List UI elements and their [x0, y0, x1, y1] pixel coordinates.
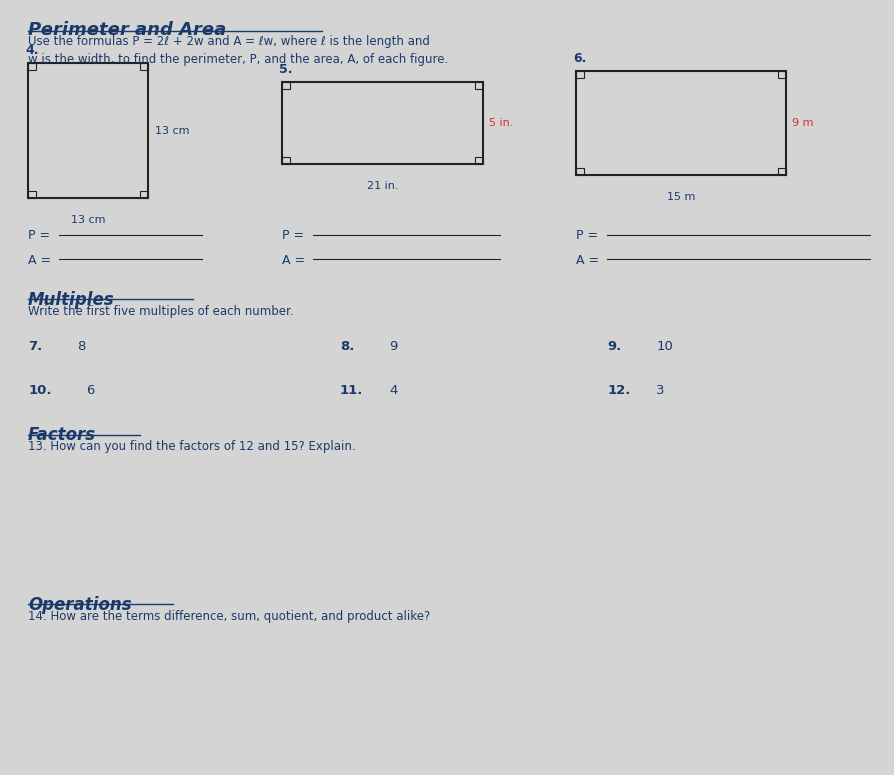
Text: Operations: Operations — [28, 596, 131, 614]
Text: Factors: Factors — [28, 426, 97, 444]
Bar — [778, 168, 786, 175]
Text: 13 cm: 13 cm — [71, 215, 105, 226]
Text: 14. How are the terms difference, sum, quotient, and product alike?: 14. How are the terms difference, sum, q… — [28, 610, 430, 623]
Bar — [28, 64, 148, 198]
Bar — [577, 71, 786, 175]
Bar — [28, 191, 36, 198]
Text: 9.: 9. — [607, 339, 621, 353]
Bar — [778, 71, 786, 78]
Text: 15 m: 15 m — [667, 192, 696, 202]
Text: 13. How can you find the factors of 12 and 15? Explain.: 13. How can you find the factors of 12 a… — [28, 440, 356, 453]
Text: 9: 9 — [389, 339, 398, 353]
Text: 11.: 11. — [340, 384, 364, 397]
Text: A =: A = — [577, 254, 599, 267]
Bar — [577, 168, 585, 175]
Text: P =: P = — [283, 229, 304, 243]
Text: Write the first five multiples of each number.: Write the first five multiples of each n… — [28, 305, 294, 318]
Text: 3: 3 — [656, 384, 665, 397]
Bar — [28, 64, 36, 70]
Text: 5 in.: 5 in. — [489, 118, 513, 128]
Text: 6.: 6. — [574, 52, 587, 64]
Text: 10: 10 — [656, 339, 673, 353]
Bar — [140, 191, 148, 198]
Text: 6: 6 — [86, 384, 95, 397]
Bar — [283, 82, 291, 89]
Text: 8.: 8. — [340, 339, 354, 353]
Text: P =: P = — [28, 229, 50, 243]
Text: 5.: 5. — [280, 64, 293, 76]
Text: 10.: 10. — [28, 384, 52, 397]
Text: A =: A = — [283, 254, 305, 267]
Text: Use the formulas P = 2ℓ + 2w and A = ℓw, where ℓ is the length and
w is the widt: Use the formulas P = 2ℓ + 2w and A = ℓw,… — [28, 35, 449, 66]
Bar — [475, 157, 483, 164]
Text: 7.: 7. — [28, 339, 42, 353]
Text: 8: 8 — [77, 339, 86, 353]
Text: 4: 4 — [389, 384, 398, 397]
Text: P =: P = — [577, 229, 598, 243]
Text: A =: A = — [28, 254, 51, 267]
Bar — [283, 82, 483, 164]
Text: 4.: 4. — [25, 44, 39, 57]
Bar — [283, 157, 291, 164]
Text: 13 cm: 13 cm — [155, 126, 190, 136]
Text: 12.: 12. — [607, 384, 631, 397]
Bar — [475, 82, 483, 89]
Text: Perimeter and Area: Perimeter and Area — [28, 21, 226, 39]
Bar — [140, 64, 148, 70]
Text: 9 m: 9 m — [792, 118, 814, 128]
Text: 21 in.: 21 in. — [367, 181, 398, 191]
Text: Multiples: Multiples — [28, 291, 114, 309]
Bar — [577, 71, 585, 78]
